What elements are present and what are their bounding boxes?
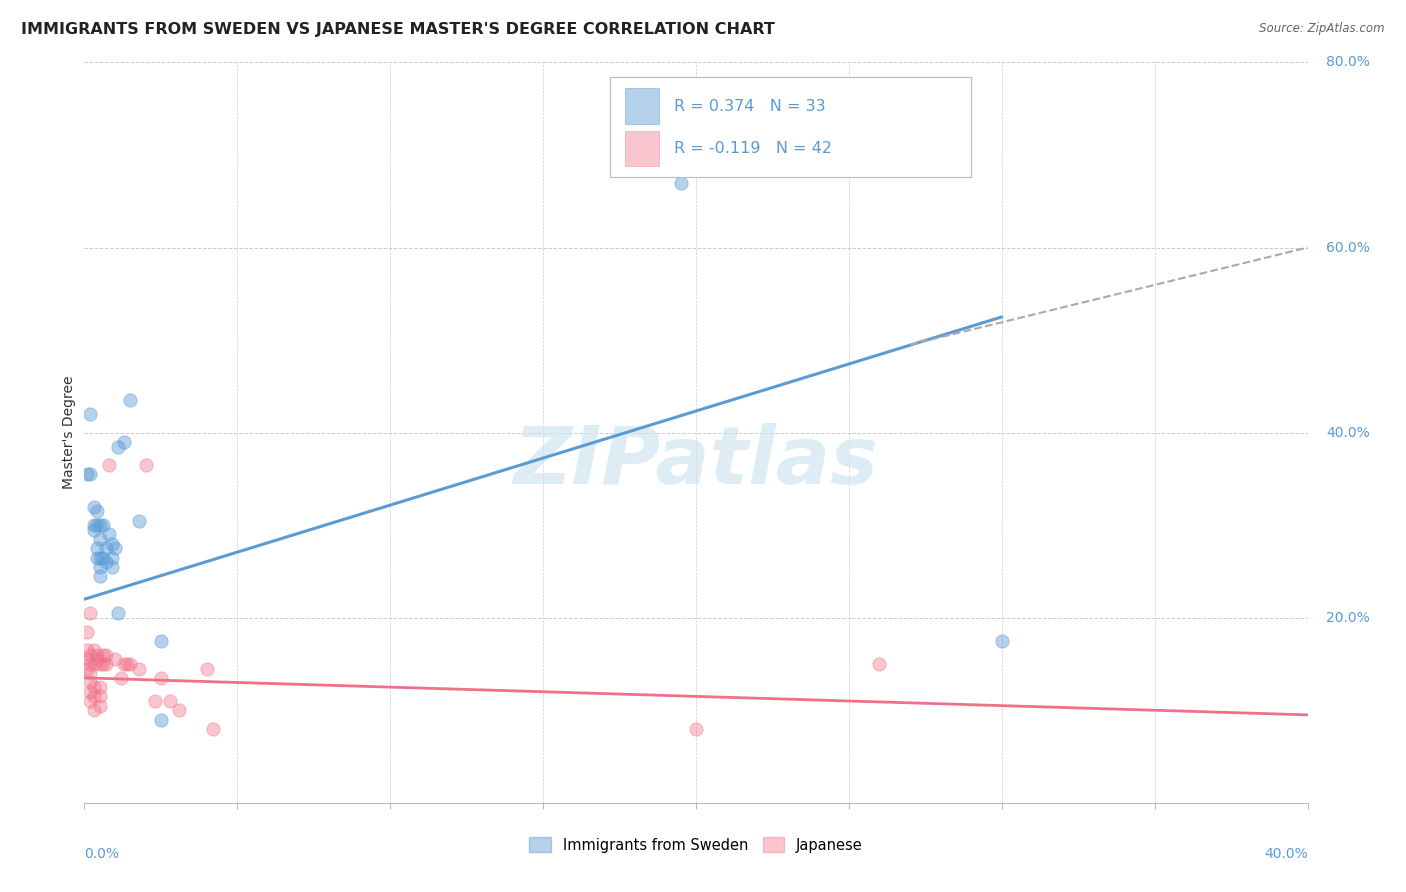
Point: [97, 527, 120, 541]
Point: [89, 559, 111, 574]
Point: [83, 657, 105, 671]
Text: ZIPatlas: ZIPatlas: [513, 423, 879, 501]
Point: [115, 657, 138, 671]
Text: 60.0%: 60.0%: [1326, 241, 1369, 254]
Point: [76, 662, 98, 676]
Point: [89, 680, 111, 694]
Point: [86, 652, 108, 666]
Text: Source: ZipAtlas.com: Source: ZipAtlas.com: [1260, 22, 1385, 36]
Point: [991, 633, 1014, 648]
Point: [86, 504, 108, 518]
Point: [107, 606, 129, 620]
Legend: Immigrants from Sweden, Japanese: Immigrants from Sweden, Japanese: [523, 831, 869, 858]
Point: [89, 698, 111, 713]
Point: [91, 518, 114, 533]
Point: [79, 685, 101, 699]
Point: [83, 500, 105, 514]
Point: [91, 657, 114, 671]
Point: [83, 680, 105, 694]
Point: [83, 523, 105, 537]
Point: [101, 536, 124, 550]
Point: [159, 694, 181, 708]
Point: [167, 703, 190, 717]
FancyBboxPatch shape: [610, 78, 972, 178]
Point: [89, 569, 111, 583]
Point: [669, 176, 692, 190]
Point: [76, 467, 98, 482]
Text: R = -0.119   N = 42: R = -0.119 N = 42: [673, 141, 832, 156]
Point: [86, 518, 108, 533]
Point: [83, 518, 105, 533]
Point: [86, 648, 108, 662]
Point: [143, 694, 166, 708]
Point: [83, 643, 105, 657]
Point: [79, 467, 101, 482]
Point: [201, 722, 224, 736]
Point: [86, 550, 108, 565]
Bar: [626, 88, 659, 124]
Point: [104, 652, 127, 666]
Point: [89, 518, 111, 533]
Point: [94, 648, 117, 662]
Point: [83, 703, 105, 717]
Point: [79, 606, 101, 620]
Point: [79, 666, 101, 681]
Point: [685, 722, 707, 736]
Point: [869, 657, 891, 671]
Point: [149, 633, 172, 648]
Text: R = 0.374   N = 33: R = 0.374 N = 33: [673, 99, 825, 113]
Point: [104, 541, 127, 556]
Point: [149, 713, 172, 727]
Point: [101, 550, 124, 565]
Point: [91, 550, 114, 565]
Point: [110, 671, 132, 685]
Point: [86, 541, 108, 556]
Point: [76, 643, 98, 657]
Point: [97, 458, 120, 472]
Point: [89, 550, 111, 565]
Point: [79, 407, 101, 421]
Text: 0.0%: 0.0%: [84, 847, 120, 861]
Point: [128, 662, 150, 676]
Point: [83, 690, 105, 704]
Point: [128, 514, 150, 528]
Text: 20.0%: 20.0%: [1326, 611, 1369, 624]
Point: [112, 434, 135, 449]
Point: [76, 652, 98, 666]
Point: [89, 532, 111, 546]
Point: [101, 559, 124, 574]
Point: [89, 657, 111, 671]
Point: [79, 694, 101, 708]
Point: [76, 624, 98, 639]
Point: [94, 555, 117, 569]
Point: [120, 657, 142, 671]
Point: [195, 662, 218, 676]
Point: [94, 541, 117, 556]
Point: [149, 671, 172, 685]
Point: [89, 690, 111, 704]
Point: [91, 648, 114, 662]
Bar: [626, 130, 659, 166]
Point: [107, 440, 129, 454]
Text: IMMIGRANTS FROM SWEDEN VS JAPANESE MASTER'S DEGREE CORRELATION CHART: IMMIGRANTS FROM SWEDEN VS JAPANESE MASTE…: [21, 22, 775, 37]
Point: [79, 675, 101, 690]
Y-axis label: Master's Degree: Master's Degree: [62, 376, 76, 490]
Point: [94, 657, 117, 671]
Text: 40.0%: 40.0%: [1326, 425, 1369, 440]
Point: [120, 393, 142, 408]
Point: [79, 657, 101, 671]
Point: [79, 648, 101, 662]
Point: [112, 657, 135, 671]
Point: [135, 458, 157, 472]
Text: 40.0%: 40.0%: [1264, 847, 1308, 861]
Text: 80.0%: 80.0%: [1326, 55, 1369, 70]
